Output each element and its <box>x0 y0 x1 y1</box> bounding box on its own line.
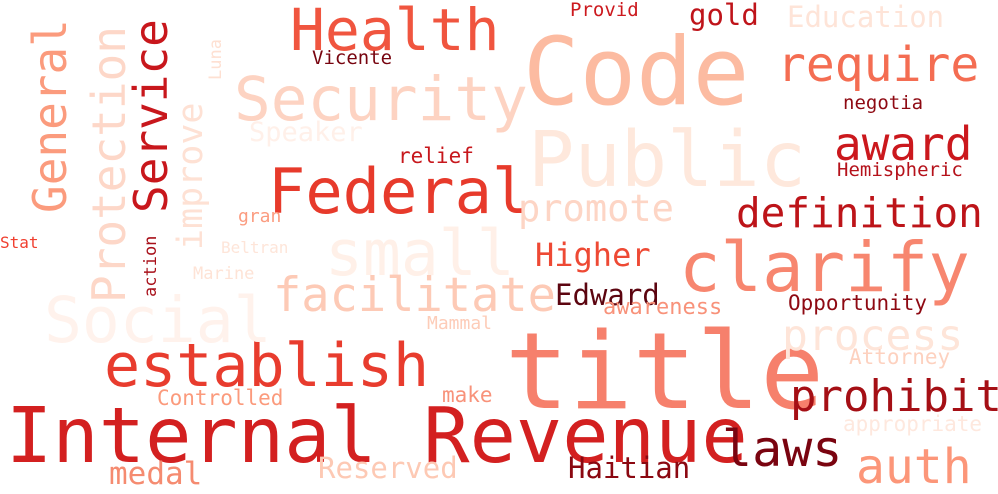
word-title: title <box>505 310 825 433</box>
word-establish: establish <box>104 331 430 401</box>
word-federal: Federal <box>268 155 530 228</box>
word-awareness: awareness <box>603 295 723 320</box>
word-negotia: negotia <box>843 92 924 114</box>
word-opportunity: Opportunity <box>788 291 928 315</box>
word-edward: Edward <box>555 278 660 312</box>
word-luna: Luna <box>206 39 226 80</box>
word-stat: Stat <box>0 233 39 252</box>
word-haitian: Haitian <box>568 451 691 485</box>
word-facilitate: facilitate <box>273 268 556 323</box>
word-improve: improve <box>171 102 211 250</box>
word-hemispheric: Hemispheric <box>837 159 963 181</box>
word-prohibit: prohibit <box>790 371 998 422</box>
word-speaker: Speaker <box>249 117 363 148</box>
word-award: award <box>834 117 973 171</box>
word-general: General <box>23 19 77 213</box>
word-beltran: Beltran <box>221 238 289 257</box>
word-action: action <box>141 235 161 297</box>
word-education: Education <box>787 0 945 34</box>
word-reserved: Reserved <box>318 451 458 485</box>
word-social: Social <box>44 284 272 357</box>
word-internal-revenue: Internal Revenue <box>6 392 748 481</box>
word-auth: auth <box>856 439 972 494</box>
word-clarify: clarify <box>679 228 970 308</box>
word-public: Public <box>528 116 807 205</box>
word-health: Health <box>290 0 500 64</box>
word-provid: Provid <box>570 0 639 21</box>
word-laws: laws <box>722 420 843 478</box>
word-gran: gran <box>238 206 282 227</box>
word-mammal: Mammal <box>427 313 493 334</box>
word-marine: Marine <box>193 264 255 284</box>
word-definition: definition <box>736 189 983 237</box>
word-code: Code <box>523 18 750 127</box>
word-small: small <box>325 217 515 290</box>
word-make: make <box>442 383 493 407</box>
word-gold: gold <box>689 0 759 32</box>
word-relief: relief <box>398 144 474 168</box>
word-security: Security <box>234 64 528 135</box>
word-service: Service <box>124 19 178 213</box>
word-higher: Higher <box>535 236 651 274</box>
word-process: process <box>782 311 964 361</box>
word-require: require <box>777 37 980 93</box>
word-appropriate: appropriate <box>843 412 983 436</box>
word-controlled: Controlled <box>157 386 284 410</box>
word-medal: medal <box>109 456 203 492</box>
word-promote: promote <box>518 187 674 230</box>
word-attorney: Attorney <box>849 345 951 369</box>
word-vicente: Vicente <box>312 47 393 69</box>
